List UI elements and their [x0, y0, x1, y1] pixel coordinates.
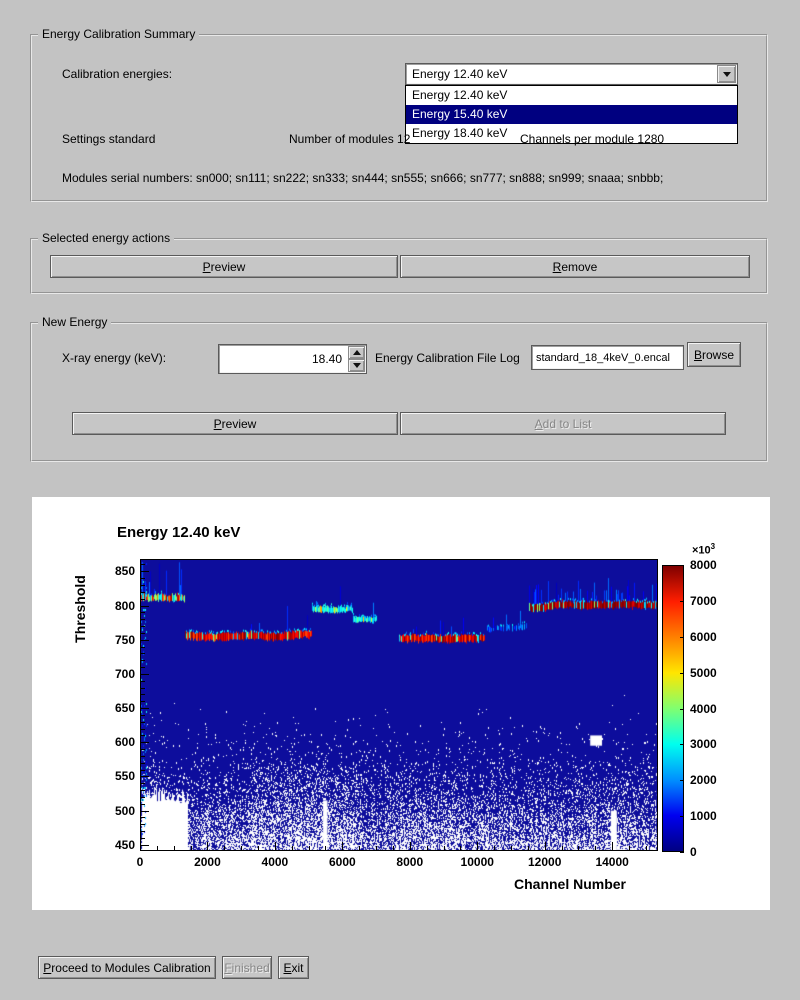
spin-down-icon — [352, 363, 361, 368]
x-tick-label: 0 — [136, 855, 144, 869]
y-tick-label: 800 — [114, 598, 135, 613]
y-tick-label: 850 — [114, 564, 135, 579]
channel-axis-label: Channel Number — [513, 876, 627, 892]
colorbar-tick-mark — [680, 780, 684, 782]
dropdown-item[interactable]: Energy 18.40 keV — [406, 124, 737, 143]
number-of-modules-label: Number of modules 12 — [289, 132, 411, 146]
group-title-selected-energy-actions: Selected energy actions — [38, 231, 175, 245]
group-title-new-energy: New Energy — [38, 315, 112, 329]
channels-per-module-label: Channels per module 1280 — [520, 132, 665, 146]
colorbar-tick-label: 7000 — [690, 593, 717, 608]
colorbar-tick-label: 5000 — [690, 665, 717, 680]
colorbar-tick-mark — [680, 600, 684, 602]
spin-up-button[interactable] — [348, 346, 365, 359]
colorbar-tick-label: 1000 — [690, 809, 717, 824]
chart-title: Energy 12.40 keV — [117, 524, 241, 541]
chevron-down-icon — [722, 71, 731, 77]
x-tick-label: 12000 — [528, 855, 562, 869]
spin-up-icon — [352, 350, 361, 355]
colorbar-multiplier: ×10 — [692, 544, 711, 557]
x-tick-label: 6000 — [328, 855, 356, 869]
y-tick-label: 600 — [114, 735, 135, 750]
threshold-axis-label: Threshold — [72, 575, 88, 643]
energy-file-log-label: Energy Calibration File Log — [375, 351, 520, 365]
colorbar-tick-mark — [680, 816, 684, 818]
colorbar-tick-mark — [680, 565, 684, 566]
combobox-dropdown-list: Energy 12.40 keV Energy 15.40 keV Energy… — [405, 85, 738, 144]
combobox-value: Energy 12.40 keV — [412, 67, 508, 81]
xray-energy-input[interactable] — [220, 346, 346, 372]
x-tick-label: 10000 — [460, 855, 494, 869]
group-new-energy — [30, 322, 768, 462]
colorbar-tick-label: 0 — [690, 845, 697, 859]
colorbar-tick-label: 8000 — [690, 558, 717, 572]
y-tick-label: 650 — [114, 701, 135, 716]
x-tick-label: 14000 — [595, 855, 629, 869]
xray-energy-spinbox — [218, 344, 367, 374]
colorbar-exponent-value: 3 — [710, 542, 716, 551]
y-tick-label: 750 — [114, 632, 135, 647]
xray-energy-label: X-ray energy (keV): — [62, 351, 167, 365]
colorbar-tick-label: 4000 — [690, 701, 717, 716]
calibration-energies-combobox[interactable]: Energy 12.40 keV — [405, 63, 738, 85]
group-selected-energy-actions — [30, 238, 768, 294]
x-tick-label: 8000 — [396, 855, 424, 869]
colorbar-tick-label: 2000 — [690, 773, 717, 788]
combobox-dropdown-button[interactable] — [717, 65, 736, 83]
colorbar-tick-label: 3000 — [690, 737, 717, 752]
calibration-energies-label: Calibration energies: — [62, 67, 173, 81]
settings-standard-label: Settings standard — [62, 132, 156, 146]
plot-panel: Energy 12.40 keV Threshold Channel Numbe… — [32, 497, 770, 910]
y-tick-label: 700 — [114, 666, 135, 681]
y-tick-label: 500 — [114, 803, 135, 818]
colorbar-tick-mark — [680, 636, 684, 638]
module-serial-numbers-label: Modules serial numbers: sn000; sn111; sn… — [62, 171, 664, 185]
group-title-energy-calibration-summary: Energy Calibration Summary — [38, 27, 200, 41]
y-tick-label: 450 — [114, 837, 135, 852]
energy-file-log-field — [531, 345, 684, 370]
dropdown-item[interactable]: Energy 12.40 keV — [406, 86, 737, 105]
x-tick-label: 4000 — [261, 855, 289, 869]
dropdown-item[interactable]: Energy 15.40 keV — [406, 105, 737, 124]
colorbar-tick-mark — [680, 672, 684, 674]
colorbar-tick-mark — [680, 852, 684, 853]
heatmap-canvas — [140, 559, 658, 851]
colorbar-scale-exponent: ×103 — [692, 542, 715, 557]
colorbar-tick-mark — [680, 744, 684, 746]
plot-area — [140, 559, 658, 851]
colorbar-tick-mark — [680, 708, 684, 710]
colorbar-tick-label: 6000 — [690, 629, 717, 644]
y-tick-label: 550 — [114, 769, 135, 784]
energy-file-log-input[interactable] — [533, 347, 682, 368]
spin-down-button[interactable] — [348, 359, 365, 372]
x-tick-label: 2000 — [194, 855, 221, 869]
group-energy-calibration-summary — [30, 34, 768, 202]
